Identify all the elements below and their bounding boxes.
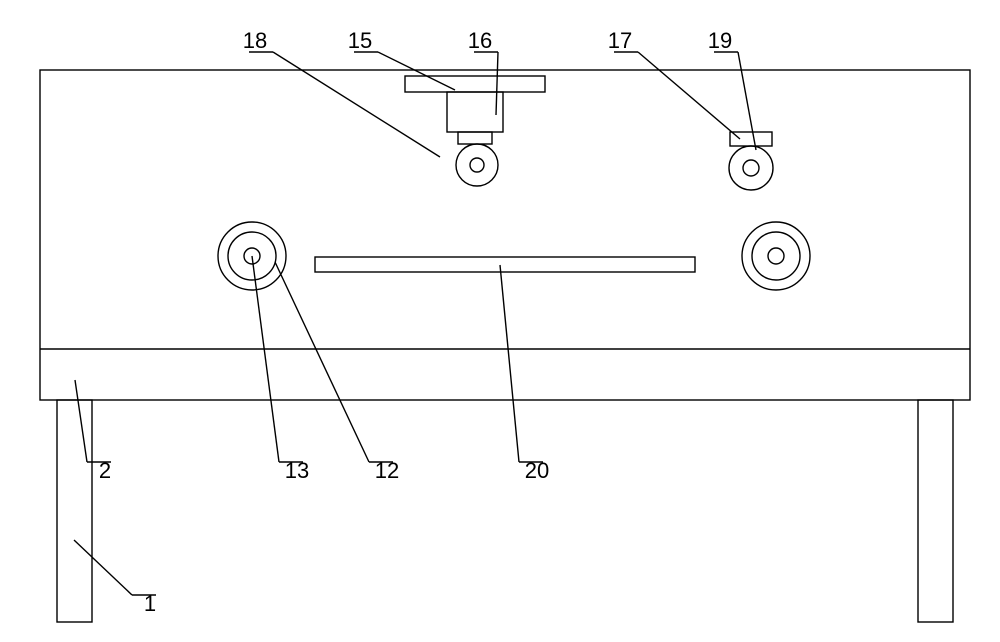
right-mount-17 [730,132,772,146]
label-15: 15 [348,28,372,53]
leader-diag-12 [275,262,369,462]
bar-20 [315,257,695,272]
motor-neck [458,132,492,144]
label-16: 16 [468,28,492,53]
callout-2: 2 [75,380,111,483]
leg-right [918,400,953,622]
label-18: 18 [243,28,267,53]
callout-15: 15 [348,28,455,90]
motor-top-plate-15 [405,76,545,92]
callout-12: 12 [275,262,399,483]
leader-diag-20 [500,265,519,462]
right-wheel-outer-19 [729,146,773,190]
leader-diag-19 [738,52,756,150]
motor-body-16 [447,92,503,132]
leader-diag-2 [75,380,87,462]
label-17: 17 [608,28,632,53]
callout-13: 13 [252,256,309,483]
label-19: 19 [708,28,732,53]
leader-diag-17 [638,52,740,139]
callout-20: 20 [500,265,549,483]
right-wheel-inner-19 [743,160,759,176]
big-wheel-right-inner [768,248,784,264]
callout-1: 1 [74,540,156,616]
frame-2 [40,70,970,400]
callout-16: 16 [468,28,498,115]
leader-diag-1 [74,540,132,595]
motor-wheel-inner-18 [470,158,484,172]
leader-diag-16 [496,52,498,115]
leader-diag-18 [273,52,440,157]
leg-left-1 [57,400,92,622]
leader-diag-15 [378,52,455,90]
big-wheel-right-mid [752,232,800,280]
motor-wheel-outer-18 [456,144,498,186]
